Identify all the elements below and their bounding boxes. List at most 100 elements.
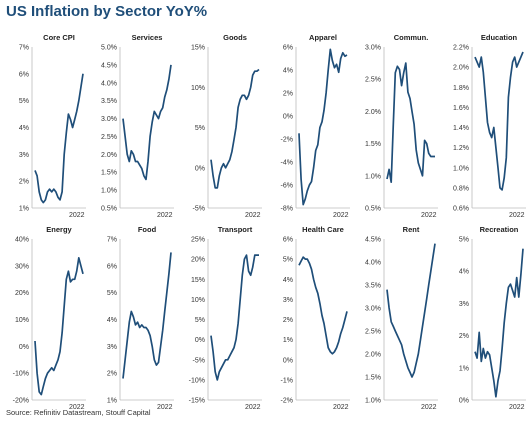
x-tick-label: 2022	[69, 212, 85, 219]
y-tick-label: -6%	[281, 183, 293, 190]
x-tick-label: 2022	[333, 212, 349, 219]
x-tick-label: 2022	[69, 404, 85, 411]
series-line	[210, 68, 260, 189]
y-tick-label: 2%	[283, 91, 293, 98]
y-tick-label: 3%	[107, 344, 117, 351]
y-tick-label: 20%	[191, 257, 205, 264]
chart-panel: Health Care -2% -1% 0% 1% 2% 3% 4% 5% 6% 2022	[281, 225, 350, 411]
panel-title: Rent	[403, 225, 420, 234]
page-title: US Inflation by Sector YoY%	[6, 3, 208, 20]
y-tick-label: 1.0%	[365, 398, 381, 405]
panel-title: Goods	[223, 33, 247, 42]
y-tick-label: 0.8%	[453, 185, 469, 192]
y-tick-label: 5%	[107, 290, 117, 297]
y-tick-label: 4%	[283, 277, 293, 284]
y-tick-label: 2.0%	[365, 352, 381, 359]
y-tick-label: 5%	[283, 257, 293, 264]
y-tick-label: 10%	[191, 85, 205, 92]
series-line	[474, 51, 524, 191]
chart-panel: Core CPI 1% 2% 3% 4% 5% 6% 7% 2022	[19, 33, 86, 219]
y-tick-label: 3%	[19, 152, 29, 159]
series-line	[298, 48, 348, 206]
y-tick-label: 0%	[283, 114, 293, 121]
y-tick-label: 5.0%	[101, 45, 117, 52]
y-tick-label: 4%	[19, 125, 29, 132]
y-tick-label: 3.0%	[365, 306, 381, 313]
y-tick-label: -8%	[281, 206, 293, 213]
y-tick-label: 5%	[459, 237, 469, 244]
y-tick-label: 2.0%	[453, 65, 469, 72]
panel-title: Transport	[218, 225, 253, 234]
y-tick-label: 2.2%	[453, 45, 469, 52]
y-tick-label: 1.8%	[453, 85, 469, 92]
y-tick-label: 25%	[191, 237, 205, 244]
x-tick-label: 2022	[509, 404, 525, 411]
y-tick-label: 3.0%	[365, 45, 381, 52]
y-tick-label: 4.0%	[365, 260, 381, 267]
y-tick-label: 2.0%	[365, 109, 381, 116]
x-tick-label: 2022	[333, 404, 349, 411]
y-tick-label: -15%	[189, 398, 205, 405]
x-tick-label: 2022	[245, 212, 261, 219]
y-tick-label: -2%	[281, 398, 293, 405]
y-tick-label: 3.5%	[365, 283, 381, 290]
series-line	[386, 62, 435, 184]
y-tick-label: 2%	[459, 333, 469, 340]
y-tick-label: 0%	[195, 165, 205, 172]
source-note: Source: Refinitiv Datastream, Stouff Cap…	[6, 408, 151, 417]
y-tick-label: 6%	[283, 237, 293, 244]
x-tick-label: 2022	[157, 212, 173, 219]
y-tick-label: -10%	[189, 377, 205, 384]
y-tick-label: 1.4%	[453, 125, 469, 132]
x-tick-label: 2022	[421, 404, 437, 411]
y-tick-label: -4%	[281, 160, 293, 167]
panel-title: Energy	[46, 225, 72, 234]
y-tick-label: 1.0%	[365, 173, 381, 180]
x-tick-label: 2022	[421, 212, 437, 219]
y-tick-label: 4.5%	[365, 237, 381, 244]
y-tick-label: -2%	[281, 137, 293, 144]
y-tick-label: 40%	[15, 237, 29, 244]
series-line	[210, 254, 259, 381]
y-tick-label: 2.5%	[365, 77, 381, 84]
y-tick-label: 2.5%	[365, 329, 381, 336]
y-tick-label: 0%	[283, 357, 293, 364]
chart-panel: Energy -20% -10% 0% 10% 20% 30% 40% 2022	[13, 225, 86, 411]
panel-title: Recreation	[480, 225, 519, 234]
y-tick-label: 1.5%	[365, 141, 381, 148]
y-tick-label: 6%	[283, 45, 293, 52]
y-tick-label: 15%	[191, 277, 205, 284]
y-tick-label: 1.6%	[453, 105, 469, 112]
chart-panel: Commun. 0.5% 1.0% 1.5% 2.0% 2.5% 3.0% 2022	[365, 33, 438, 219]
y-tick-label: 0.5%	[365, 206, 381, 213]
y-tick-label: -5%	[193, 206, 205, 213]
y-tick-label: 10%	[15, 317, 29, 324]
y-tick-label: 0.5%	[101, 206, 117, 213]
y-tick-label: 2%	[283, 317, 293, 324]
y-tick-label: 1.5%	[101, 170, 117, 177]
y-tick-label: -20%	[13, 398, 29, 405]
y-tick-label: 1.0%	[101, 188, 117, 195]
chart-panel: Apparel -8% -6% -4% -2% 0% 2% 4% 6% 2022	[281, 33, 350, 219]
y-tick-label: 7%	[19, 45, 29, 52]
y-tick-label: 7%	[107, 237, 117, 244]
y-tick-label: 4%	[107, 317, 117, 324]
x-tick-label: 2022	[157, 404, 173, 411]
chart-panel: Rent 1.0% 1.5% 2.0% 2.5% 3.0% 3.5% 4.0% 4.5% 2022	[365, 225, 438, 411]
y-tick-label: -1%	[281, 377, 293, 384]
series-line	[298, 256, 348, 355]
series-line	[122, 64, 172, 181]
y-tick-label: 1%	[459, 365, 469, 372]
y-tick-label: 3%	[459, 301, 469, 308]
y-tick-label: 1.0%	[453, 165, 469, 172]
y-tick-label: -10%	[13, 371, 29, 378]
chart-panel: Recreation 0% 1% 2% 3% 4% 5% 2022	[459, 225, 526, 411]
series-line	[386, 243, 436, 378]
y-tick-label: 6%	[19, 71, 29, 78]
y-tick-label: 4%	[459, 269, 469, 276]
y-tick-label: 2%	[19, 179, 29, 186]
y-tick-label: 3.0%	[101, 116, 117, 123]
y-tick-label: 2.5%	[101, 134, 117, 141]
series-line	[34, 256, 84, 396]
panel-title: Core CPI	[43, 33, 75, 42]
